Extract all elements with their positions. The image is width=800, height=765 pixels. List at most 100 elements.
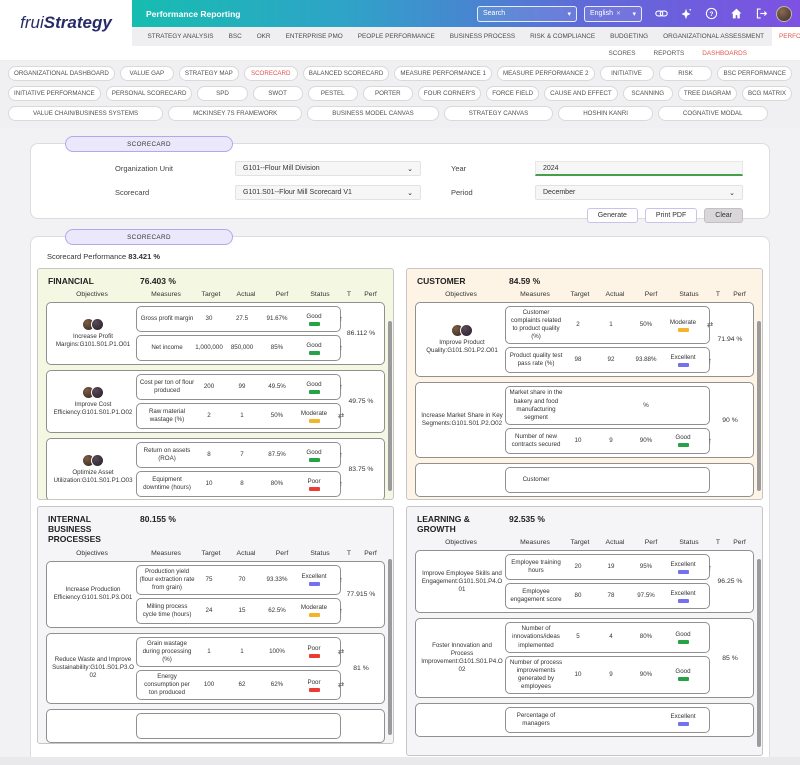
chevron-down-icon: ⌄	[407, 165, 413, 173]
panel-internal-business-processes: INTERNAL BUSINESS PROCESSES 80.155 % Objec…	[37, 506, 394, 744]
measure-row: Raw material wastage (%) 2 1 50% Moderate ⇄	[136, 403, 344, 430]
tab-swot[interactable]: SWOT	[252, 86, 303, 101]
tab-cognative-modal[interactable]: COGNATIVE MODAL	[657, 106, 768, 121]
tab-hoshin-kanri[interactable]: HOSHIN KANRI	[558, 106, 653, 121]
menu-item-business-process[interactable]: BUSINESS PROCESS	[449, 33, 516, 40]
tab-scorecard[interactable]: SCORECARD	[65, 136, 233, 152]
tab-business-model-canvas[interactable]: BUSINESS MODEL CANVAS	[307, 106, 439, 121]
svg-text:?: ?	[709, 11, 713, 18]
tab-strategy-canvas[interactable]: STRATEGY CANVAS	[443, 106, 554, 121]
up-arrow-icon: ↑	[339, 450, 343, 460]
panel-financial: FINANCIAL 76.403 % Objectives Measures Targe…	[37, 268, 394, 500]
measure-row: Equipment downtime (hours) 10 8 80% Poor ↑	[136, 471, 343, 498]
column-header-target-2: Target	[570, 291, 590, 299]
objective-perf-value	[341, 713, 381, 739]
search-placeholder: Search	[483, 10, 506, 17]
menu-item-organizational-assessment[interactable]: ORGANIZATIONAL ASSESSMENT	[663, 33, 765, 40]
tab-force-field[interactable]: FORCE FIELD	[486, 86, 540, 101]
tab-scorecard-results[interactable]: SCORECARD	[65, 229, 233, 245]
measure-list: Market share in the bakery and food manu…	[505, 386, 712, 454]
year-input[interactable]: 2024	[535, 161, 743, 176]
tab-pestel[interactable]: PESTEL	[307, 86, 358, 101]
link-icon[interactable]	[653, 6, 669, 22]
tab-four-corner-s[interactable]: FOUR CORNER'S	[417, 86, 482, 101]
scrollbar-thumb[interactable]	[388, 559, 392, 735]
measure-status: Good	[293, 449, 335, 462]
tab-value-gap[interactable]: VALUE GAP	[119, 66, 174, 81]
scrollbar-thumb[interactable]	[388, 321, 392, 491]
tab-organizational-dashboard[interactable]: ORGANIZATIONAL DASHBOARD	[8, 66, 115, 81]
avatar	[91, 454, 104, 468]
user-avatar[interactable]	[776, 5, 792, 22]
tab-measure-performance-2[interactable]: MEASURE PERFORMANCE 2	[496, 66, 595, 81]
column-header-actual-3: Actual	[236, 291, 256, 299]
objective-name: Increase Market Share in Key Segments:G1…	[421, 412, 503, 428]
menu-item-performance-reporting[interactable]: PERFORMANCE REPORTING	[771, 27, 800, 46]
clear-button[interactable]: Clear	[704, 208, 743, 223]
tab-spd[interactable]: SPD	[197, 86, 248, 101]
menu-item-people-performance[interactable]: PEOPLE PERFORMANCE	[357, 33, 435, 40]
status-badge	[677, 598, 689, 603]
tab-scanning[interactable]: SCANNING	[622, 86, 673, 101]
status-badge	[677, 677, 689, 682]
status-label: Poor	[307, 678, 321, 686]
measure-target: 2	[207, 412, 211, 420]
tab-scorecard[interactable]: SCORECARD	[243, 66, 298, 81]
help-icon[interactable]: ?	[703, 6, 719, 22]
logout-icon[interactable]	[753, 6, 769, 22]
submenu-item-reports[interactable]: REPORTS	[653, 49, 685, 57]
measure-target: 1	[207, 647, 211, 655]
tab-bsc-performance[interactable]: BSC PERFORMANCE	[717, 66, 793, 81]
status-label: Good	[675, 630, 691, 638]
up-arrow-icon: ↑	[708, 562, 712, 572]
tab-row-2: VALUE CHAIN/BUSINESS SYSTEMS MCKINSEY 7S …	[8, 106, 792, 121]
main-menu: STRATEGY ANALYSIS BSC OKR ENTERPRISE PMO PEO…	[132, 27, 800, 46]
generate-button[interactable]: Generate	[586, 208, 638, 223]
home-icon[interactable]	[728, 6, 744, 22]
tab-personal-scorecard[interactable]: PERSONAL SCORECARD	[105, 86, 193, 101]
submenu-item-scores[interactable]: SCORES	[608, 49, 636, 57]
tab-value-chain-business-systems[interactable]: VALUE CHAIN/BUSINESS SYSTEMS	[8, 106, 164, 121]
panel-learning-growth: LEARNING & GROWTH 92.535 % Objectives Measu…	[406, 506, 763, 756]
menu-item-okr[interactable]: OKR	[256, 33, 271, 40]
tab-tree-diagram[interactable]: TREE DIAGRAM	[677, 86, 737, 101]
menu-item-strategy-analysis[interactable]: STRATEGY ANALYSIS	[147, 33, 214, 40]
status-badge	[677, 443, 689, 448]
tab-porter[interactable]: PORTER	[362, 86, 413, 101]
measure-perf: 100%	[269, 647, 285, 655]
submenu-item-dashboards[interactable]: DASHBOARDS	[702, 49, 747, 57]
objective-perf-value	[710, 707, 750, 733]
column-header-status-5: Status	[310, 291, 330, 299]
measure-target: 24	[205, 606, 213, 614]
print-pdf-button[interactable]: Print PDF	[644, 208, 698, 223]
period-select[interactable]: December ⌄	[535, 185, 743, 200]
tab-initiative[interactable]: INITIATIVE	[599, 66, 654, 81]
menu-item-risk-compliance[interactable]: RISK & COMPLIANCE	[530, 33, 596, 40]
tab-cause-and-effect[interactable]: CAUSE AND EFFECT	[544, 86, 618, 101]
menu-item-bsc[interactable]: BSC	[228, 33, 242, 40]
measure-status: Moderate	[293, 604, 335, 618]
tab-measure-performance-1[interactable]: MEASURE PERFORMANCE 1	[394, 66, 492, 81]
scrollbar-thumb[interactable]	[757, 321, 761, 491]
menu-item-budgeting[interactable]: BUDGETING	[610, 33, 649, 40]
scrollbar-thumb[interactable]	[757, 559, 761, 747]
tab-strategy-map[interactable]: STRATEGY MAP	[178, 66, 239, 81]
measure-actual: 4	[609, 633, 613, 641]
up-arrow-icon: ↑	[339, 343, 343, 353]
measure-row: Energy consumption per ton produced 100 62…	[136, 669, 344, 701]
tab-mckinsey-7s-framework[interactable]: MCKINSEY 7S FRAMEWORK	[168, 106, 303, 121]
tab-risk[interactable]: RISK	[658, 66, 713, 81]
tab-initiative-performance[interactable]: INITIATIVE PERFORMANCE	[8, 86, 101, 101]
tab-balanced-scorecard[interactable]: BALANCED SCORECARD	[302, 66, 390, 81]
language-select[interactable]: English ✕ ▾	[584, 5, 642, 22]
sparkle-icon[interactable]	[678, 6, 694, 22]
menu-item-enterprise-pmo[interactable]: ENTERPRISE PMO	[285, 33, 343, 40]
tab-bcg-matrix[interactable]: BCG MATRIX	[741, 86, 793, 101]
org-unit-select[interactable]: G101--Flour Mill Division ⌄	[235, 161, 421, 176]
column-header-t-6: T	[346, 549, 352, 557]
objective-name: Foster Innovation and Process Improvemen…	[421, 641, 503, 674]
clear-icon[interactable]: ✕	[615, 11, 621, 17]
search-input[interactable]: Search ▾	[477, 5, 577, 22]
panel-performance-value: 76.403 %	[140, 276, 176, 286]
scorecard-select[interactable]: G101.S01--Flour Mill Scorecard V1 ⌄	[235, 185, 421, 200]
